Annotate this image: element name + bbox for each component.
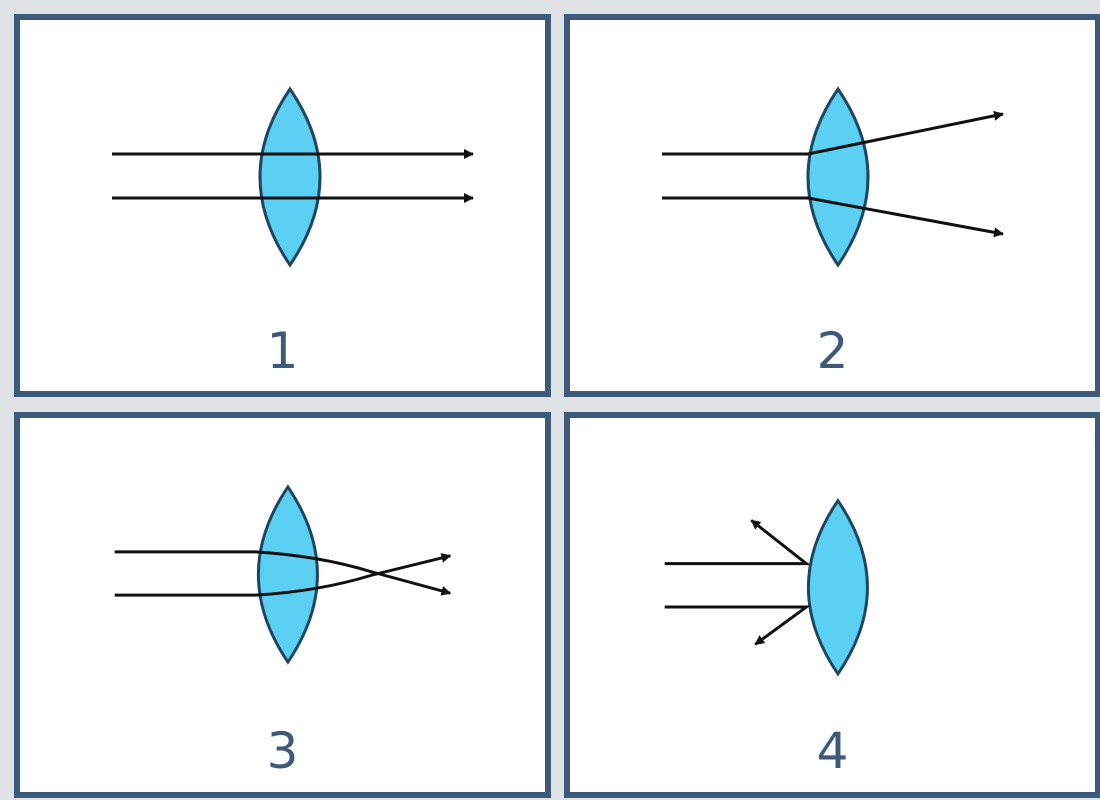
panel-1: 1 [14, 14, 551, 397]
panel-3: 3 [14, 412, 551, 798]
panel-2: 2 [564, 14, 1100, 397]
convex-lens [257, 484, 319, 665]
panel-number: 4 [816, 722, 849, 780]
ray-upper [664, 519, 811, 566]
convex-lens [807, 498, 869, 677]
panel-number: 2 [816, 322, 849, 380]
ray-lower [114, 553, 452, 597]
panel-number: 3 [266, 722, 299, 780]
panel-4: 4 [564, 412, 1100, 798]
diagram-3 [114, 484, 452, 665]
ray-upper [662, 110, 1004, 156]
diagram-1 [112, 86, 474, 268]
convex-lens [258, 86, 322, 268]
panel-number: 1 [266, 322, 299, 380]
diagram-2 [662, 86, 1004, 268]
diagram-4 [664, 498, 869, 677]
ray-lower [664, 605, 811, 646]
convex-lens [806, 86, 870, 268]
ray-upper [114, 550, 452, 596]
ray-lower [662, 196, 1004, 238]
